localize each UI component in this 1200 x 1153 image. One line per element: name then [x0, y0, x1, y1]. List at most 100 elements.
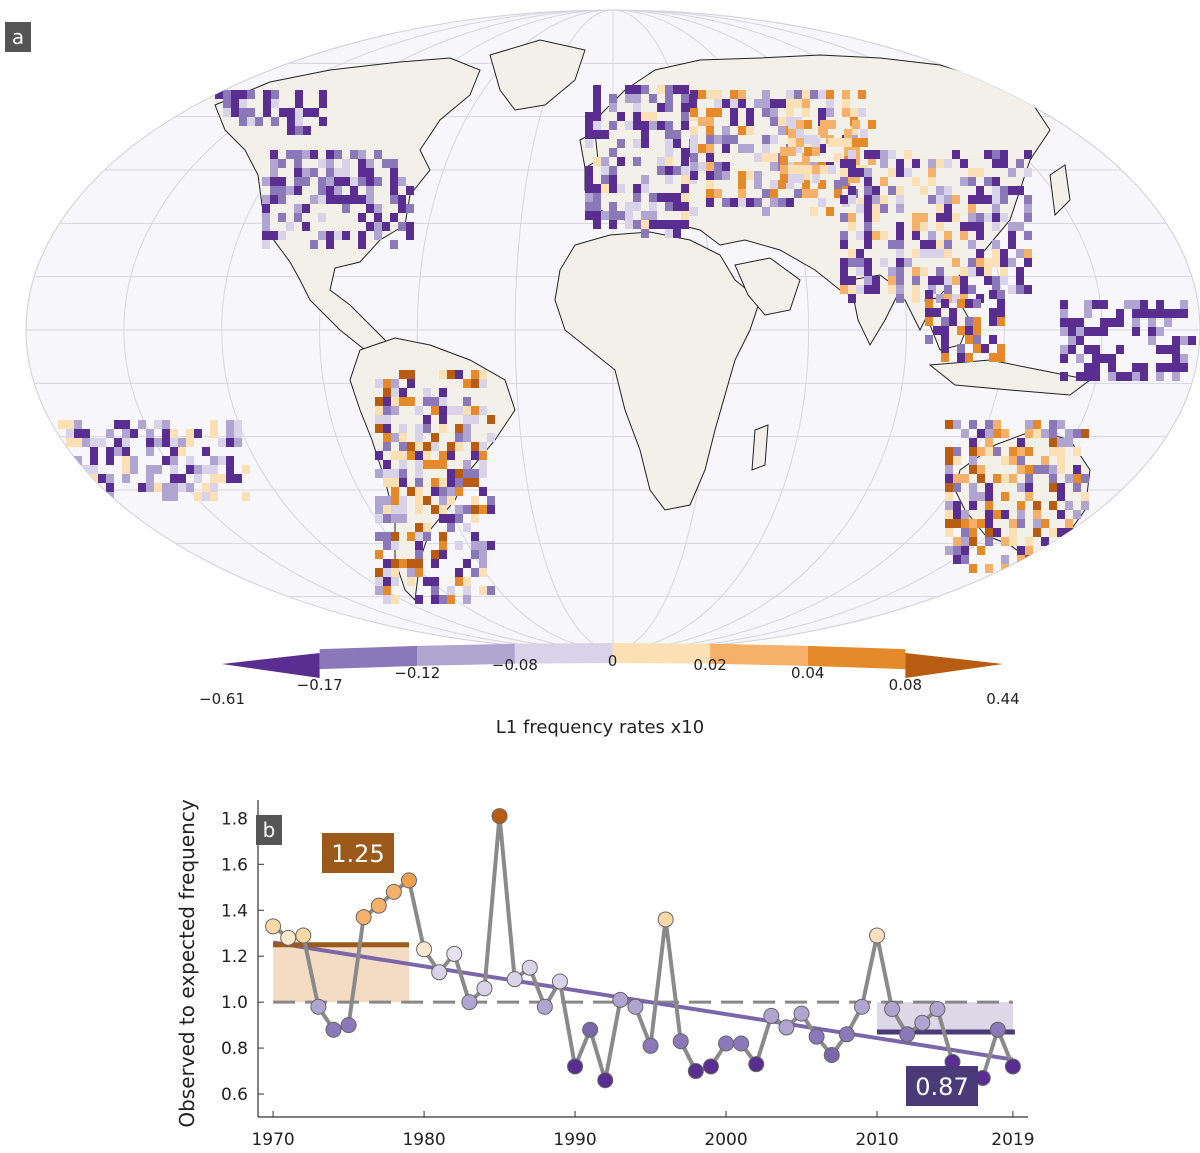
map-cell	[738, 180, 746, 189]
map-cell	[864, 258, 872, 267]
map-cell	[326, 240, 334, 249]
map-cell	[625, 202, 633, 211]
map-cell	[162, 492, 170, 501]
map-cell	[810, 189, 818, 198]
map-cell	[826, 207, 834, 216]
map-cell	[463, 415, 471, 424]
map-cell	[993, 420, 1001, 429]
map-cell	[170, 447, 178, 456]
map-cell	[976, 222, 984, 231]
map-cell	[455, 541, 463, 550]
map-cell	[130, 465, 138, 474]
map-cell	[1025, 537, 1033, 546]
map-cell	[856, 267, 864, 276]
map-cell	[170, 492, 178, 501]
map-cell	[286, 150, 294, 159]
map-cell	[961, 429, 969, 438]
map-cell	[455, 442, 463, 451]
map-cell	[864, 240, 872, 249]
map-cell	[989, 353, 997, 362]
map-cell	[270, 150, 278, 159]
map-cell	[722, 162, 730, 171]
map-cell	[242, 492, 250, 501]
map-cell	[888, 285, 896, 294]
map-cell	[106, 456, 114, 465]
map-cell	[965, 335, 973, 344]
y-tick-label: 0.6	[221, 1085, 248, 1105]
map-cell	[383, 586, 391, 595]
map-cell	[840, 195, 848, 204]
map-cell	[953, 501, 961, 510]
map-cell	[625, 220, 633, 229]
map-cell	[928, 249, 936, 258]
map-cell	[848, 168, 856, 177]
map-cell	[641, 139, 649, 148]
map-cell	[390, 213, 398, 222]
map-cell	[1049, 501, 1057, 510]
map-cell	[439, 424, 447, 433]
map-cell	[852, 120, 860, 129]
map-cell	[681, 157, 689, 166]
map-cell	[1060, 300, 1068, 309]
map-cell	[888, 150, 896, 159]
map-cell	[463, 505, 471, 514]
map-cell	[969, 537, 977, 546]
map-cell	[912, 231, 920, 240]
map-cell	[1001, 429, 1009, 438]
map-cell	[641, 175, 649, 184]
map-cell	[840, 267, 848, 276]
map-cell	[455, 487, 463, 496]
map-cell	[681, 103, 689, 112]
map-cell	[375, 451, 383, 460]
map-cell	[439, 550, 447, 559]
map-cell	[1068, 345, 1076, 354]
colorbar-segment	[319, 645, 418, 670]
map-cell	[318, 177, 326, 186]
map-cell	[997, 344, 1005, 353]
map-cell	[194, 429, 202, 438]
map-cell	[738, 90, 746, 99]
map-cell	[848, 285, 856, 294]
map-cell	[1057, 528, 1065, 537]
map-cell	[1049, 429, 1057, 438]
map-cell	[888, 267, 896, 276]
map-cell	[985, 519, 993, 528]
map-cell	[633, 112, 641, 121]
map-cell	[977, 447, 985, 456]
map-cell	[399, 442, 407, 451]
map-cell	[270, 168, 278, 177]
map-cell	[778, 180, 786, 189]
map-cell	[1100, 354, 1108, 363]
map-cell	[617, 139, 625, 148]
map-cell	[1092, 345, 1100, 354]
map-cell	[992, 186, 1000, 195]
annotation-box	[322, 833, 394, 873]
map-cell	[992, 195, 1000, 204]
map-cell	[1009, 519, 1017, 528]
map-cell	[1132, 372, 1140, 381]
colorbar-segment	[222, 653, 320, 678]
map-cell	[786, 198, 794, 207]
map-cell	[278, 186, 286, 195]
map-cell	[439, 532, 447, 541]
map-cell	[122, 474, 130, 483]
map-cell	[262, 231, 270, 240]
map-cell	[872, 150, 880, 159]
colorbar-segment	[417, 643, 515, 666]
map-cell	[138, 420, 146, 429]
data-point	[536, 998, 553, 1015]
map-cell	[952, 294, 960, 303]
map-cell	[681, 175, 689, 184]
map-cell	[920, 267, 928, 276]
map-cell	[810, 207, 818, 216]
map-cell	[818, 180, 826, 189]
map-cell	[968, 213, 976, 222]
map-cell	[796, 138, 804, 147]
map-cell	[374, 222, 382, 231]
map-cell	[936, 213, 944, 222]
map-cell	[714, 135, 722, 144]
map-cell	[178, 483, 186, 492]
map-cell	[423, 424, 431, 433]
map-cell	[431, 460, 439, 469]
map-cell	[609, 220, 617, 229]
